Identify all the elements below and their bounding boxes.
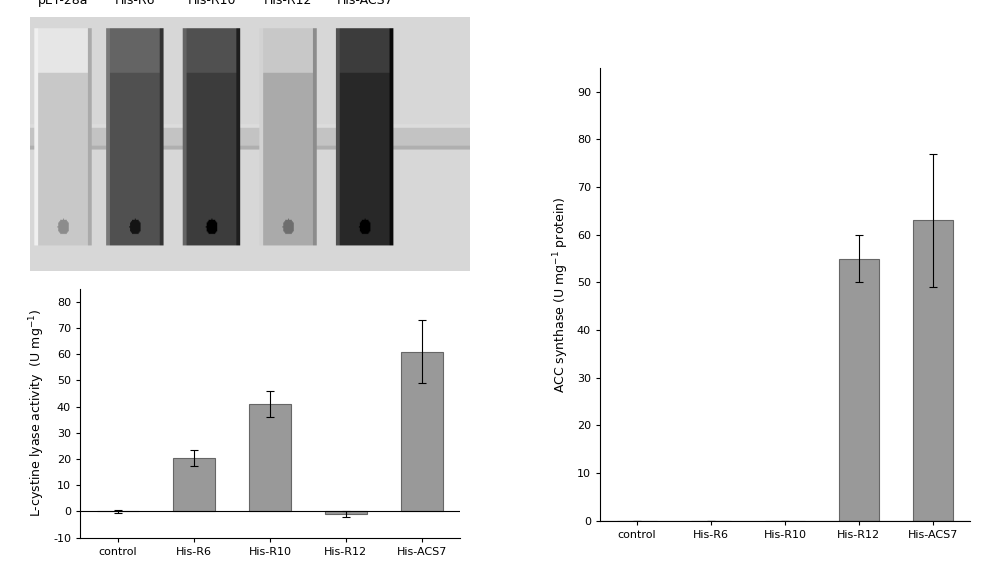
Bar (173, 458, 215, 512)
Text: His-R10: His-R10 (187, 0, 236, 7)
Text: pET-28a: pET-28a (38, 0, 89, 7)
Bar (249, 404, 291, 512)
Text: His-R6: His-R6 (115, 0, 155, 7)
Bar (913, 220, 953, 521)
Text: His-ACS7: His-ACS7 (336, 0, 393, 7)
Text: His-R12: His-R12 (264, 0, 312, 7)
Bar (839, 259, 879, 521)
Bar (401, 351, 443, 512)
Y-axis label: ACC synthase (U mg$^{-1}$ protein): ACC synthase (U mg$^{-1}$ protein) (552, 196, 571, 393)
Bar (325, 512, 367, 514)
Y-axis label: L-cystine lyase activity  (U mg$^{-1}$): L-cystine lyase activity (U mg$^{-1}$) (28, 309, 47, 517)
